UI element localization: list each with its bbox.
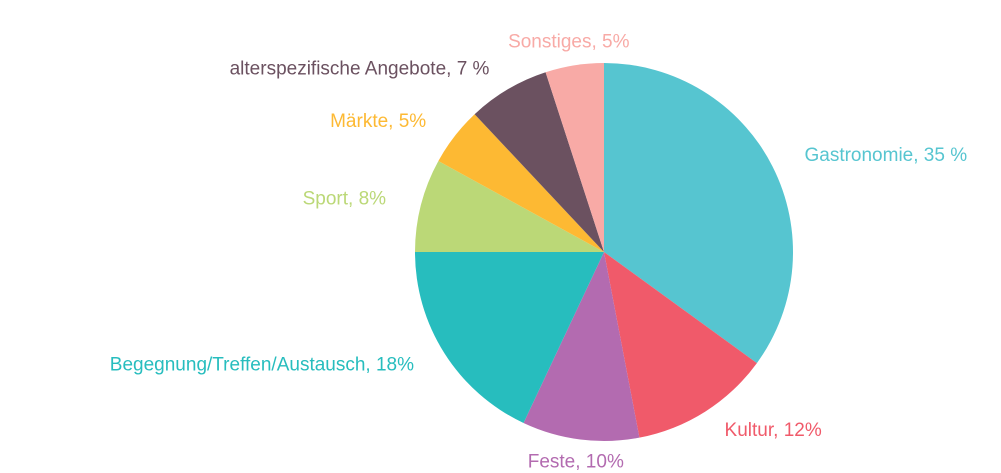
slice-label: alterspezifische Angebote, 7 %	[230, 59, 490, 80]
pie-slice	[545, 63, 604, 252]
slice-label: Märkte, 5%	[330, 111, 426, 132]
pie-slice	[474, 72, 604, 252]
pie-slice	[523, 252, 640, 441]
slice-label: Begegnung/Treffen/Austausch, 18%	[110, 355, 414, 376]
slice-label: Feste, 10%	[528, 451, 624, 472]
slice-label: Kultur, 12%	[725, 420, 822, 441]
pie-slice	[604, 63, 793, 364]
pie-slice	[415, 252, 604, 424]
pie-slice	[415, 160, 604, 252]
slice-label: Sonstiges, 5%	[508, 32, 630, 53]
slice-label: Sport, 8%	[303, 188, 387, 209]
pie-slice	[438, 114, 604, 252]
slice-label: Gastronomie, 35 %	[804, 145, 967, 166]
pie-slice	[604, 252, 757, 438]
